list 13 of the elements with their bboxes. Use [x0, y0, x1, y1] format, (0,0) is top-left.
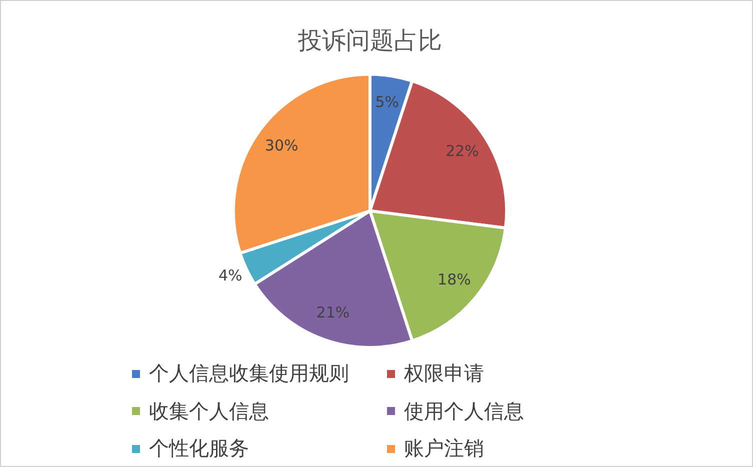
data-label: 18%	[438, 270, 471, 288]
legend-label: 个人信息收集使用规则	[149, 360, 349, 388]
data-label: 22%	[446, 142, 479, 160]
data-label: 5%	[375, 92, 399, 111]
legend-label: 账户注销	[404, 435, 484, 462]
data-label: 30%	[264, 136, 298, 155]
chart-title: 投诉问题占比	[297, 26, 442, 55]
legend-label: 个性化服务	[149, 435, 249, 462]
legend-label: 收集个人信息	[149, 398, 269, 425]
legend-label: 使用个人信息	[404, 398, 524, 425]
data-label: 4%	[218, 266, 242, 285]
data-label: 21%	[316, 304, 350, 322]
legend-label: 权限申请	[404, 360, 484, 388]
